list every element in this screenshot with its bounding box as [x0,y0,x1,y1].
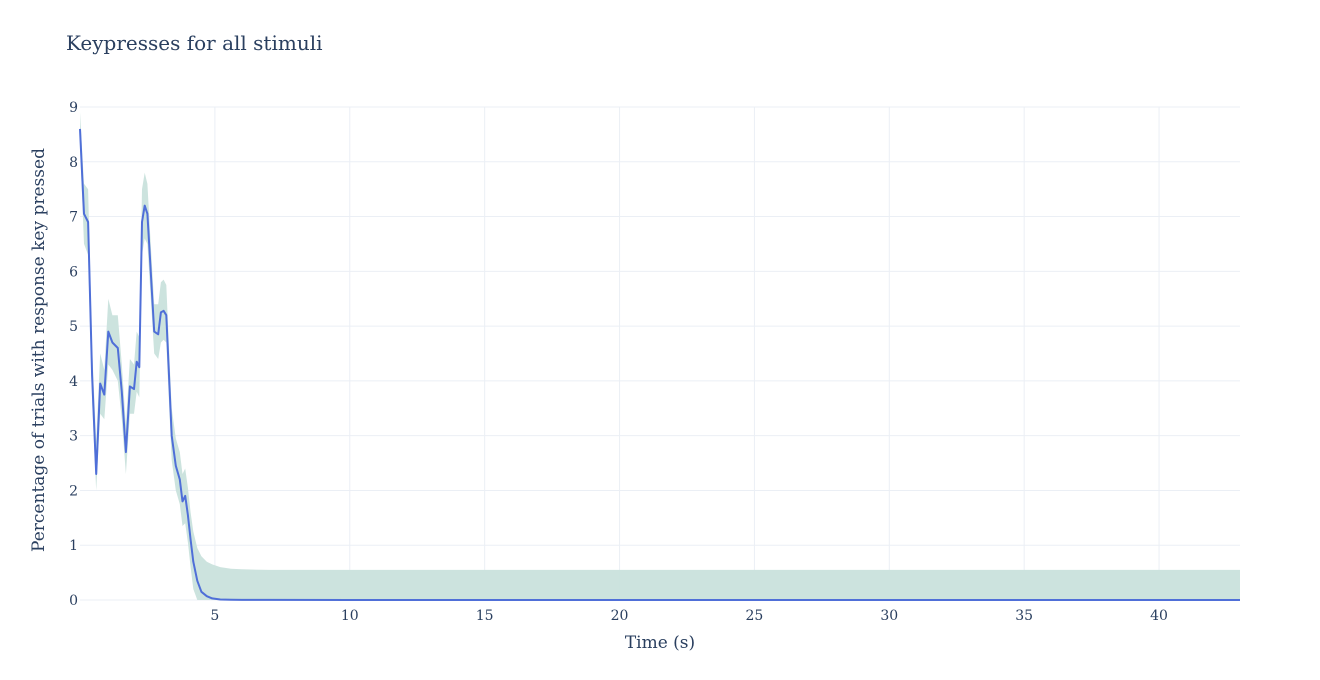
x-tick-label: 40 [1150,608,1168,624]
x-tick-label: 25 [746,608,764,624]
x-tick-labels: 5 10 15 20 25 30 35 40 [210,608,1168,624]
line-layer [80,129,1240,600]
y-tick-label: 0 [69,593,78,609]
y-tick-label: 5 [69,319,78,335]
confidence-band-layer [80,113,1240,601]
y-tick-label: 8 [69,155,78,171]
x-axis-title: Time (s) [625,633,695,653]
y-axis-title: Percentage of trials with response key p… [29,148,49,552]
x-tick-label: 30 [880,608,898,624]
y-tick-label: 7 [69,210,78,226]
confidence-band [80,113,1240,601]
y-tick-label: 6 [69,264,78,280]
x-tick-label: 15 [476,608,494,624]
x-tick-label: 20 [611,608,629,624]
y-tick-label: 3 [69,429,78,445]
x-tick-label: 35 [1015,608,1033,624]
x-tick-label: 10 [341,608,359,624]
y-tick-label: 9 [69,100,78,116]
y-tick-label: 1 [69,538,78,554]
chart-title: Keypresses for all stimuli [66,31,323,55]
grid-layer [80,107,1240,600]
y-tick-label: 4 [69,374,78,390]
y-tick-labels: 0 1 2 3 4 5 6 7 8 9 [69,100,78,609]
y-tick-label: 2 [69,483,78,499]
series-line [80,129,1240,600]
x-tick-label: 5 [210,608,219,624]
